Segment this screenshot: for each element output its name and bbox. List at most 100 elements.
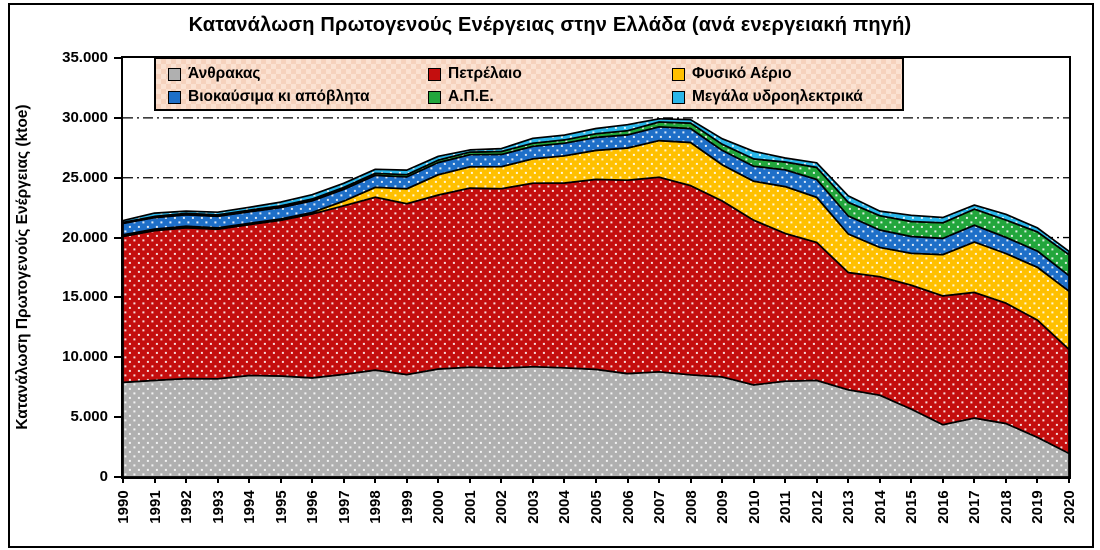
x-tick-label: 2008 — [682, 490, 700, 524]
x-tick-mark — [973, 477, 976, 483]
x-tick-mark — [374, 477, 377, 483]
x-tick-mark — [185, 477, 188, 483]
legend-item-5: Α.Π.Ε. — [428, 88, 494, 106]
x-tick-label: 2015 — [903, 490, 921, 524]
legend: Άνθρακας Πετρέλαιο Φυσικό Αέριο Βιοκαύσιμα … — [154, 57, 904, 111]
x-tick-mark — [1004, 477, 1007, 483]
x-tick-mark — [752, 477, 755, 483]
x-tick-label: 1996 — [304, 490, 322, 524]
legend-label: Μεγάλα υδροηλεκτρικά — [692, 88, 863, 105]
x-tick-mark — [878, 477, 881, 483]
y-tick-mark — [114, 356, 121, 359]
x-tick-mark — [248, 477, 251, 483]
legend-swatch-icon — [168, 90, 181, 104]
stacked-area-chart — [123, 117, 1069, 477]
legend-swatch-icon — [428, 90, 441, 104]
x-tick-label: 2001 — [461, 490, 479, 524]
x-tick-mark — [1068, 477, 1070, 483]
x-tick-mark — [342, 477, 345, 483]
x-tick-mark — [279, 477, 282, 483]
x-tick-label: 2004 — [556, 490, 574, 524]
x-tick-label: 2018 — [997, 490, 1015, 524]
legend-item-6: Μεγάλα υδροηλεκτρικά — [672, 88, 863, 106]
legend-swatch-icon — [168, 67, 181, 81]
x-tick-label: 2017 — [966, 490, 984, 524]
y-tick-mark — [114, 476, 121, 478]
x-tick-label: 1998 — [367, 490, 385, 524]
x-tick-mark — [468, 477, 471, 483]
x-tick-mark — [595, 477, 597, 483]
x-tick-label: 2006 — [619, 490, 637, 524]
legend-swatch-icon — [428, 67, 441, 81]
y-tick-label: 30.000 — [62, 108, 108, 126]
x-tick-label: 2010 — [745, 490, 763, 524]
x-tick-mark — [531, 477, 534, 483]
x-tick-mark — [122, 477, 124, 483]
x-tick-mark — [153, 477, 156, 483]
x-tick-mark — [658, 477, 661, 483]
legend-label: Φυσικό Αέριο — [692, 65, 792, 82]
x-tick-label: 1991 — [146, 490, 164, 524]
y-tick-mark — [114, 236, 121, 239]
x-tick-label: 2014 — [871, 490, 889, 524]
x-tick-mark — [405, 477, 408, 483]
legend-label: Πετρέλαιο — [448, 65, 522, 82]
y-tick-label: 0 — [99, 468, 108, 485]
y-tick-label: 25.000 — [62, 168, 108, 186]
y-tick-label: 5.000 — [70, 408, 108, 426]
x-tick-mark — [847, 477, 850, 483]
x-tick-label: 2012 — [808, 490, 826, 524]
chart-title: Κατανάλωση Πρωτογενούς Ενέργειας στην Ελ… — [188, 14, 912, 36]
x-tick-label: 1997 — [335, 490, 353, 524]
legend-item-1: Άνθρακας — [168, 65, 260, 83]
x-tick-label: 2007 — [651, 490, 669, 524]
legend-label: Άνθρακας — [188, 65, 261, 82]
x-tick-label: 2003 — [524, 490, 542, 524]
x-tick-label: 2005 — [588, 490, 605, 524]
y-tick-mark — [114, 116, 121, 119]
area-series-5 — [123, 117, 1069, 256]
legend-item-2: Πετρέλαιο — [428, 65, 522, 83]
legend-swatch-icon — [672, 90, 685, 104]
x-tick-label: 1990 — [115, 490, 132, 524]
y-tick-mark — [114, 296, 121, 299]
y-tick-mark — [114, 57, 121, 59]
x-tick-mark — [815, 477, 818, 483]
x-tick-label: 2000 — [430, 490, 448, 524]
x-tick-label: 2009 — [714, 490, 732, 524]
plot-area — [121, 56, 1071, 479]
x-tick-label: 2011 — [777, 490, 795, 524]
x-tick-label: 1995 — [272, 490, 290, 524]
x-tick-label: 2002 — [493, 490, 511, 524]
legend-item-3: Φυσικό Αέριο — [672, 65, 792, 83]
x-tick-label: 2013 — [840, 490, 858, 524]
x-tick-mark — [216, 477, 219, 483]
x-tick-mark — [437, 477, 440, 483]
legend-label: Βιοκαύσιμα κι απόβλητα — [188, 88, 370, 105]
legend-item-4: Βιοκαύσιμα κι απόβλητα — [168, 88, 370, 106]
x-tick-label: 2019 — [1029, 490, 1047, 524]
x-tick-mark — [910, 477, 913, 483]
y-tick-label: 10.000 — [62, 348, 108, 366]
x-tick-label: 2020 — [1061, 490, 1078, 524]
legend-swatch-icon — [672, 67, 685, 81]
x-tick-label: 1994 — [241, 490, 259, 524]
x-tick-mark — [500, 477, 503, 483]
x-tick-label: 1992 — [178, 490, 196, 524]
x-tick-label: 2016 — [934, 490, 952, 524]
x-tick-label: 1993 — [209, 490, 227, 524]
x-tick-mark — [1036, 477, 1039, 483]
legend-label: Α.Π.Ε. — [448, 88, 494, 105]
x-tick-mark — [626, 477, 629, 483]
y-tick-mark — [114, 416, 121, 419]
y-tick-label: 35.000 — [62, 49, 108, 66]
x-tick-label: 1999 — [398, 490, 416, 524]
x-tick-mark — [721, 477, 724, 483]
x-tick-mark — [941, 477, 944, 483]
y-tick-label: 15.000 — [62, 288, 108, 306]
x-tick-mark — [311, 477, 314, 483]
y-tick-mark — [114, 176, 121, 179]
x-tick-mark — [563, 477, 566, 483]
y-tick-label: 20.000 — [62, 228, 108, 246]
